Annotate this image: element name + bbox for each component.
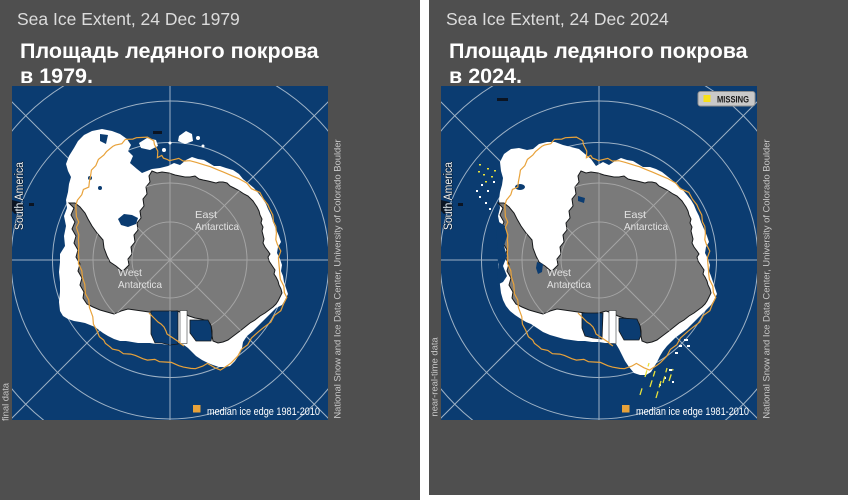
svg-text:Antarctica: Antarctica bbox=[624, 221, 668, 233]
svg-text:East: East bbox=[624, 209, 646, 221]
svg-text:West: West bbox=[547, 267, 571, 279]
svg-text:median ice edge 1981-2010: median ice edge 1981-2010 bbox=[207, 406, 320, 418]
svg-text:Antarctica: Antarctica bbox=[195, 221, 239, 233]
svg-text:South America: South America bbox=[443, 161, 455, 230]
svg-text:median ice edge 1981-2010: median ice edge 1981-2010 bbox=[636, 406, 749, 418]
svg-text:MISSING: MISSING bbox=[717, 95, 749, 106]
svg-text:Antarctica: Antarctica bbox=[118, 279, 162, 291]
svg-text:West: West bbox=[118, 267, 142, 279]
svg-text:South America: South America bbox=[14, 161, 26, 230]
svg-text:East: East bbox=[195, 209, 217, 221]
svg-text:Antarctica: Antarctica bbox=[547, 279, 591, 291]
